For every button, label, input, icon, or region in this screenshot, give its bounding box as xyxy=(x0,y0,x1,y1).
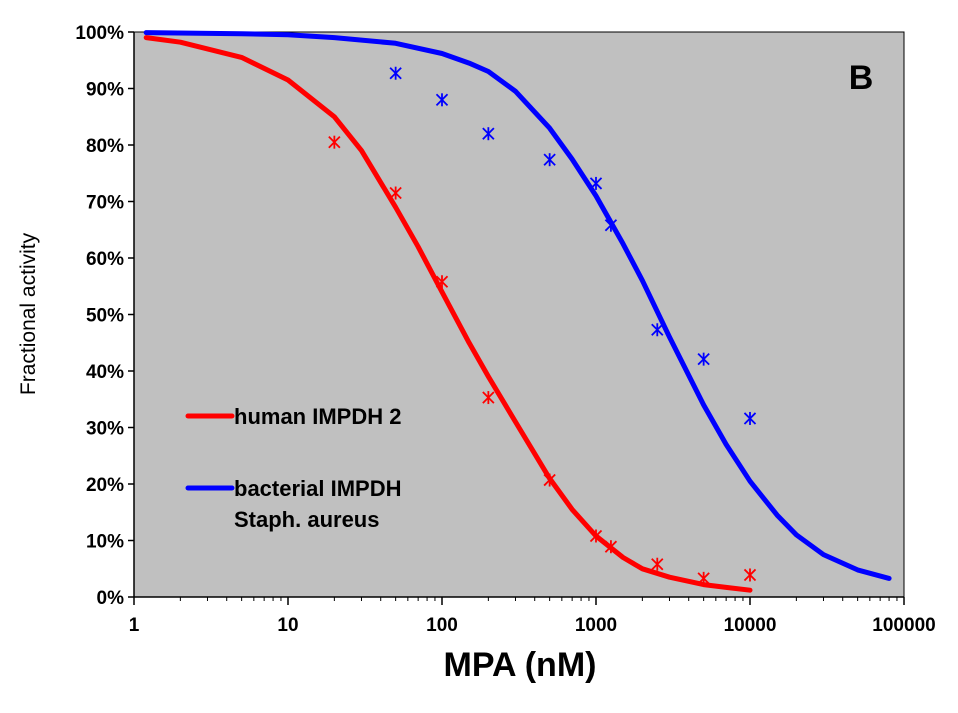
data-point-1 xyxy=(697,352,710,366)
y-tick-label: 70% xyxy=(86,193,124,214)
fit-curves xyxy=(143,30,892,593)
data-point-0 xyxy=(543,473,556,487)
data-point-0 xyxy=(743,568,757,582)
y-tick-label: 0% xyxy=(97,588,125,609)
data-point-0 xyxy=(482,391,495,405)
x-axis: 1 10 100 1000 10000 100000 xyxy=(129,596,936,636)
legend: human IMPDH 2 bacterial IMPDH Staph. aur… xyxy=(185,404,402,532)
x-tick-label: 1000 xyxy=(575,615,617,636)
data-point-0 xyxy=(389,186,402,200)
data-point-1 xyxy=(651,323,664,337)
y-tick-label: 90% xyxy=(86,80,124,101)
x-axis-title: MPA (nM) xyxy=(444,646,597,684)
data-point-1 xyxy=(482,127,495,141)
legend-label-bacterial-line2: Staph. aureus xyxy=(234,507,379,532)
data-markers xyxy=(328,66,757,585)
data-point-1 xyxy=(604,218,618,232)
x-tick-label: 10000 xyxy=(724,615,777,636)
y-tick-label: 60% xyxy=(86,249,124,270)
y-tick-label: 80% xyxy=(86,136,124,157)
x-tick-label: 100000 xyxy=(872,615,935,636)
fit-curve-0 xyxy=(143,35,753,593)
y-axis: 0% 10% 20% 30% 40% 50% 60% 70% 80% 90% 100% xyxy=(75,23,135,609)
y-axis-title: Fractional activity xyxy=(17,232,40,395)
data-point-0 xyxy=(604,540,618,554)
legend-label-bacterial-line1: bacterial IMPDH xyxy=(234,476,402,501)
plot-area xyxy=(133,31,905,598)
data-point-1 xyxy=(435,93,449,107)
legend-label-human: human IMPDH 2 xyxy=(234,404,401,429)
data-point-1 xyxy=(589,176,603,190)
y-tick-label: 50% xyxy=(86,306,124,327)
x-tick-label: 1 xyxy=(129,615,140,636)
panel-label: B xyxy=(849,59,874,97)
x-tick-label: 100 xyxy=(426,615,458,636)
data-point-0 xyxy=(589,529,603,543)
fit-curve-1 xyxy=(143,30,892,581)
data-point-1 xyxy=(543,153,556,167)
y-tick-label: 40% xyxy=(86,362,124,383)
x-tick-label: 10 xyxy=(277,615,298,636)
y-tick-label: 100% xyxy=(75,23,124,44)
y-tick-label: 30% xyxy=(86,419,124,440)
data-point-0 xyxy=(435,275,449,289)
data-point-1 xyxy=(743,411,757,425)
data-point-0 xyxy=(697,571,710,585)
data-point-1 xyxy=(389,66,402,80)
data-point-0 xyxy=(328,135,341,149)
y-tick-label: 10% xyxy=(86,532,124,553)
y-tick-label: 20% xyxy=(86,475,124,496)
data-point-0 xyxy=(651,557,664,571)
